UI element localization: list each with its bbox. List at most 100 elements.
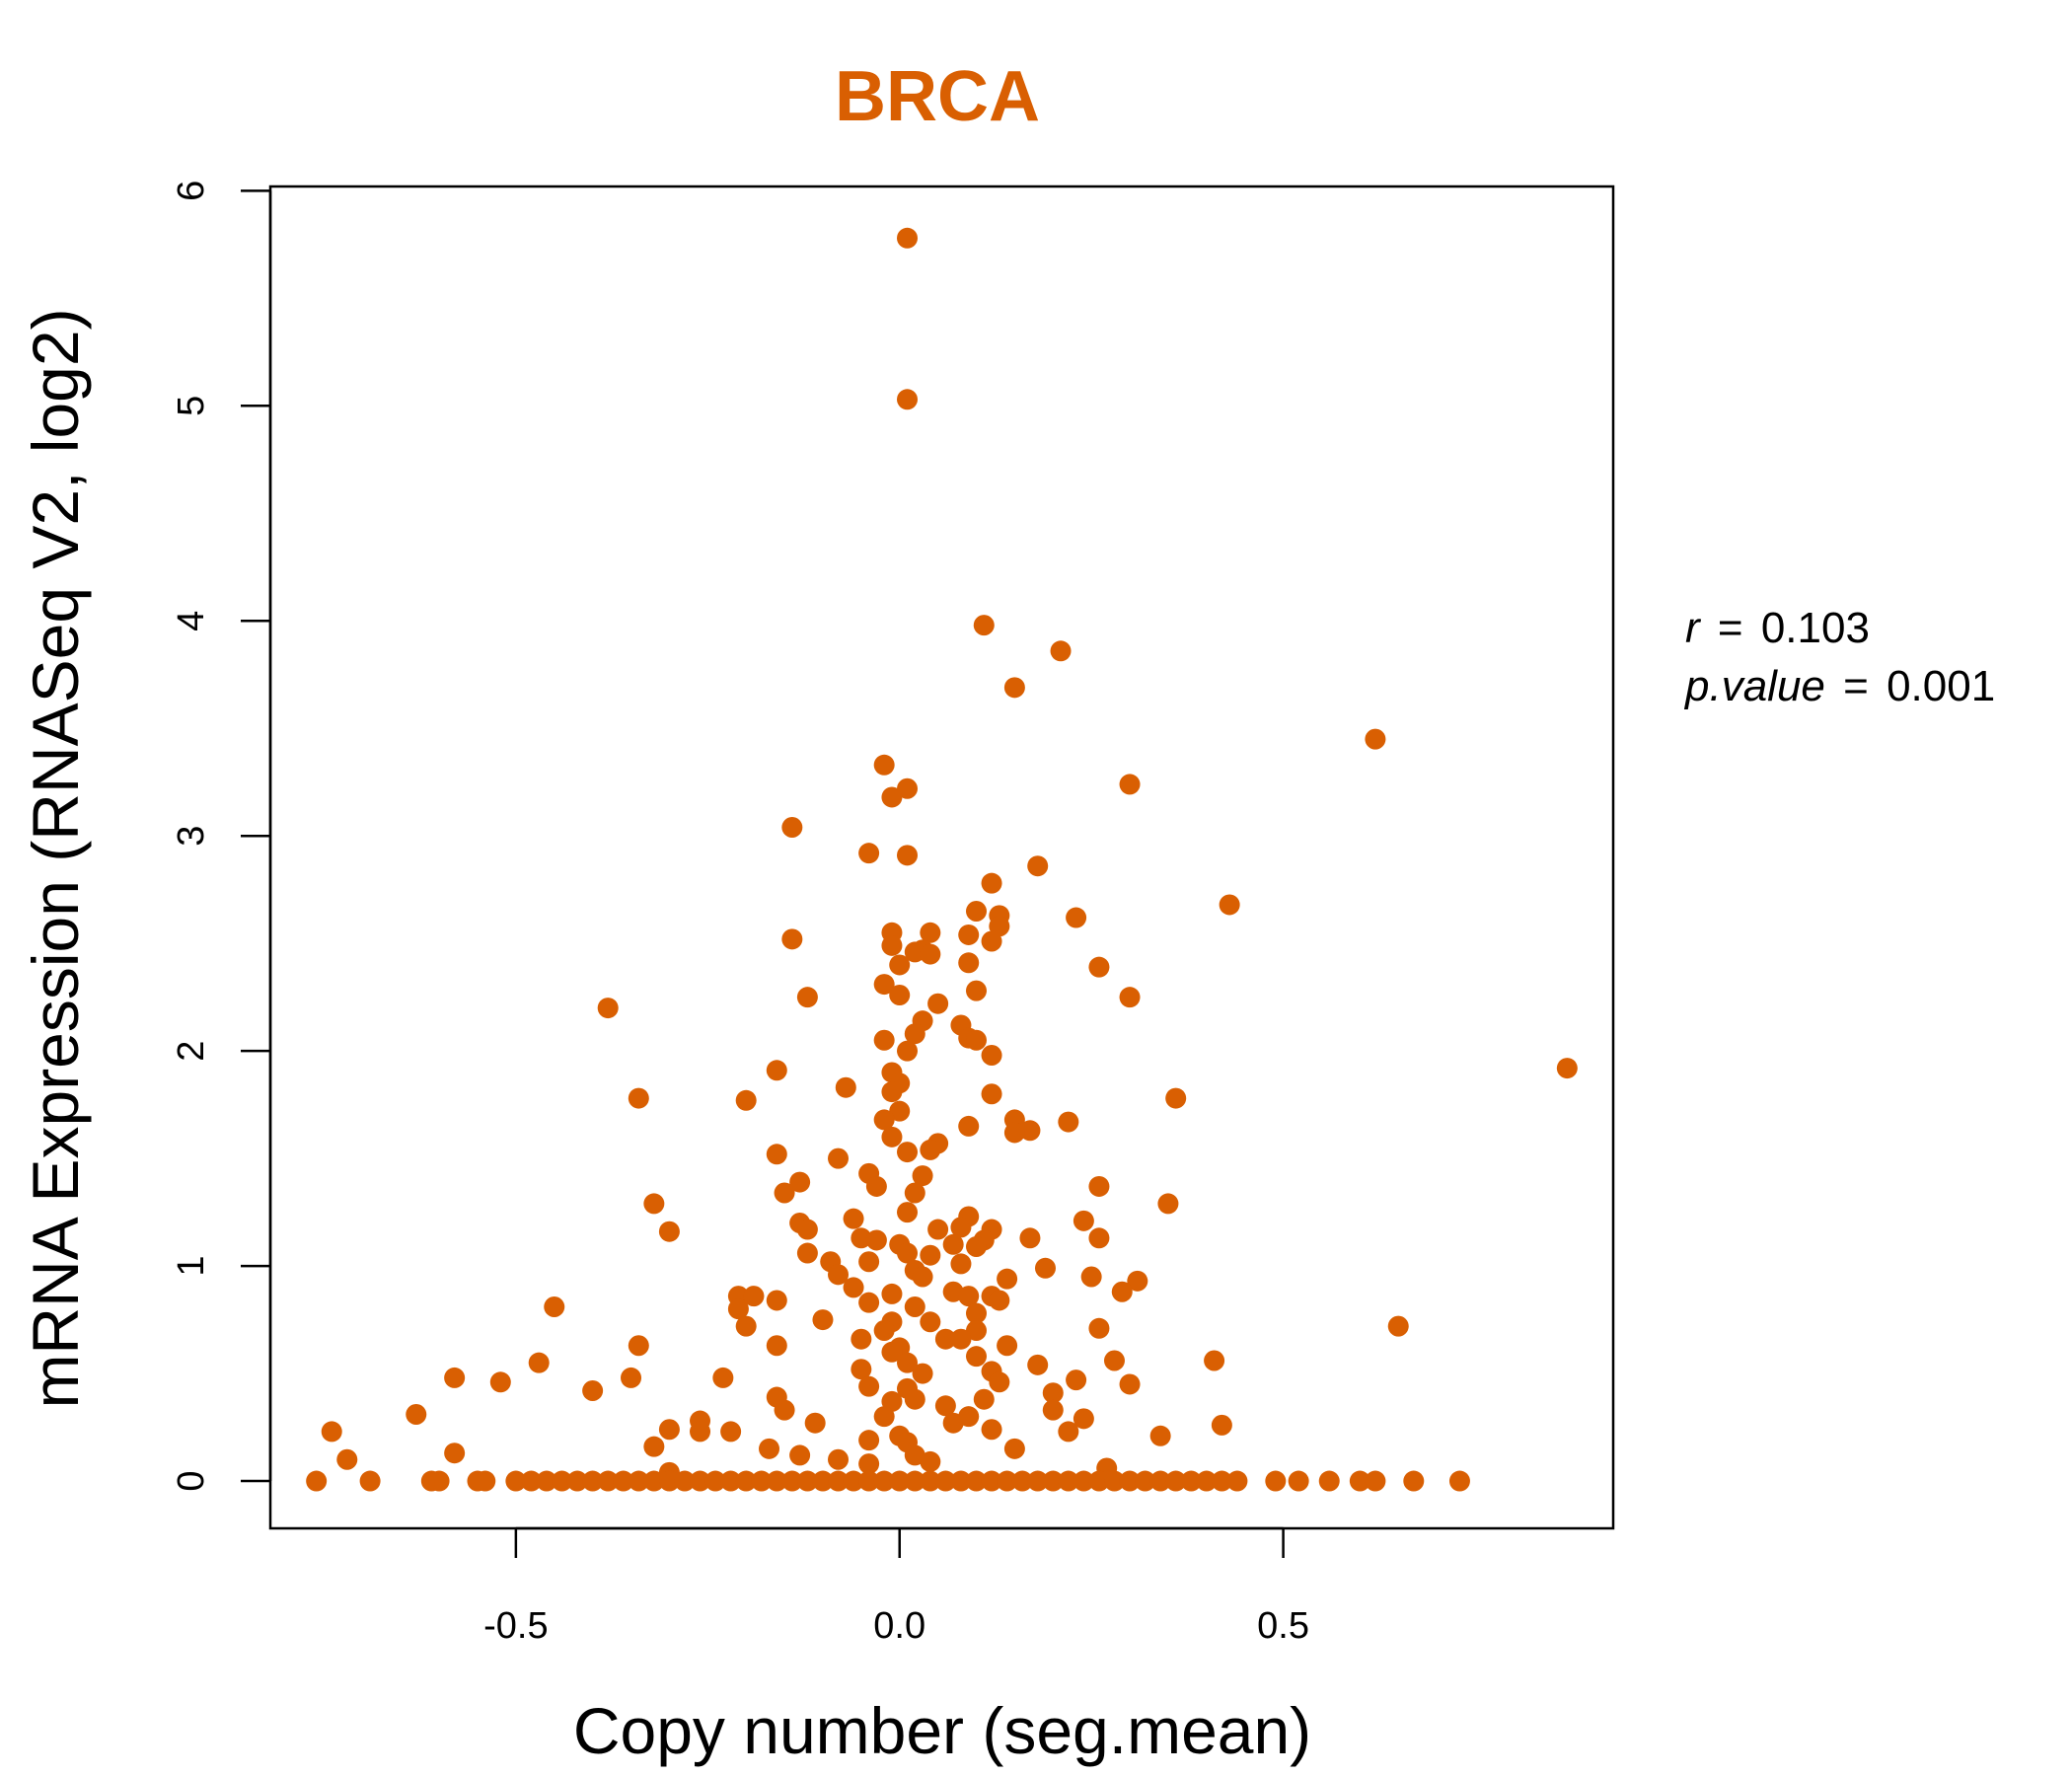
data-point [1403, 1470, 1425, 1492]
data-point [927, 993, 949, 1014]
data-point [1149, 1425, 1171, 1446]
data-point [674, 1470, 696, 1492]
data-point [1387, 1315, 1409, 1337]
data-point [1365, 1470, 1386, 1492]
data-point [1135, 1470, 1156, 1492]
data-point [1226, 1470, 1248, 1492]
data-point [1165, 1470, 1187, 1492]
data-point [766, 1144, 787, 1165]
data-point [1119, 987, 1141, 1008]
data-point [981, 1470, 1002, 1492]
data-point [1365, 728, 1386, 750]
data-point [1211, 1470, 1232, 1492]
data-point [643, 1470, 665, 1492]
data-point [1103, 1470, 1125, 1492]
data-point [735, 1470, 757, 1492]
data-point [889, 954, 911, 976]
data-point [981, 930, 1002, 952]
data-point [920, 1244, 941, 1266]
data-point [828, 1448, 850, 1470]
data-point [958, 952, 980, 974]
x-axis-title: Copy number (seg.mean) [573, 1694, 1311, 1767]
data-point [828, 1147, 850, 1169]
data-point [796, 987, 818, 1008]
data-points [306, 227, 1578, 1492]
data-point [796, 1242, 818, 1264]
data-point [973, 1388, 995, 1410]
data-point [1058, 1470, 1079, 1492]
r-statistic: r = 0.103 [1685, 604, 1870, 652]
data-point [796, 1219, 818, 1240]
data-point [897, 1242, 919, 1264]
data-point [858, 1375, 880, 1397]
data-point [942, 1233, 964, 1255]
data-point [597, 1470, 619, 1492]
data-point [904, 1470, 925, 1492]
data-point [851, 1328, 872, 1350]
data-point [843, 1208, 864, 1229]
data-point [881, 786, 903, 808]
data-point [843, 1277, 864, 1298]
data-point [920, 943, 941, 965]
data-point [1058, 1111, 1079, 1133]
data-point [920, 1450, 941, 1472]
data-point [981, 1083, 1002, 1105]
data-point [759, 1438, 780, 1459]
data-point [873, 1319, 895, 1341]
y-tick-label: 6 [171, 181, 212, 201]
data-point [720, 1470, 742, 1492]
data-point [897, 1202, 919, 1223]
y-tick-label: 2 [171, 1041, 212, 1062]
data-point [321, 1421, 342, 1443]
data-point [881, 1283, 903, 1304]
data-point [981, 1045, 1002, 1067]
data-point [1448, 1470, 1470, 1492]
data-point [1157, 1193, 1179, 1215]
data-point [1088, 1470, 1110, 1492]
data-point [997, 1470, 1018, 1492]
x-tick-label: 0.5 [1257, 1605, 1309, 1647]
data-point [889, 1470, 911, 1492]
data-point [1042, 1470, 1064, 1492]
data-point [920, 922, 941, 943]
data-point [912, 1165, 933, 1187]
data-point [1027, 855, 1049, 877]
p-label: p.value [1683, 662, 1825, 710]
data-point [690, 1470, 711, 1492]
data-point [912, 1363, 933, 1384]
data-point [1288, 1470, 1309, 1492]
y-tick-label: 4 [171, 611, 212, 631]
data-point [1066, 907, 1087, 928]
data-point [704, 1470, 726, 1492]
y-tick-label: 0 [171, 1470, 212, 1491]
data-point [552, 1470, 573, 1492]
data-point [1180, 1470, 1202, 1492]
data-point [1073, 1408, 1094, 1430]
data-point [505, 1470, 527, 1492]
data-point [927, 1219, 949, 1240]
data-point [1119, 774, 1141, 795]
data-point [1042, 1399, 1064, 1421]
r-value: 0.103 [1761, 604, 1870, 652]
chart-title: BRCA [835, 57, 1040, 136]
data-point [881, 1126, 903, 1147]
data-point [1003, 1122, 1025, 1144]
data-point [912, 1266, 933, 1288]
data-point [766, 1470, 787, 1492]
data-point [851, 1227, 872, 1249]
data-point [1103, 1350, 1125, 1371]
data-point [1027, 1354, 1049, 1375]
x-tick-label: -0.5 [483, 1605, 548, 1647]
data-point [336, 1448, 358, 1470]
data-point [812, 1470, 834, 1492]
data-point [897, 1352, 919, 1373]
data-point [965, 1470, 987, 1492]
data-point [643, 1193, 665, 1215]
data-point [621, 1367, 642, 1388]
data-point [520, 1470, 542, 1492]
data-point [997, 1268, 1018, 1290]
data-point [774, 1399, 795, 1421]
data-point [1119, 1470, 1141, 1492]
data-point [865, 1229, 887, 1251]
